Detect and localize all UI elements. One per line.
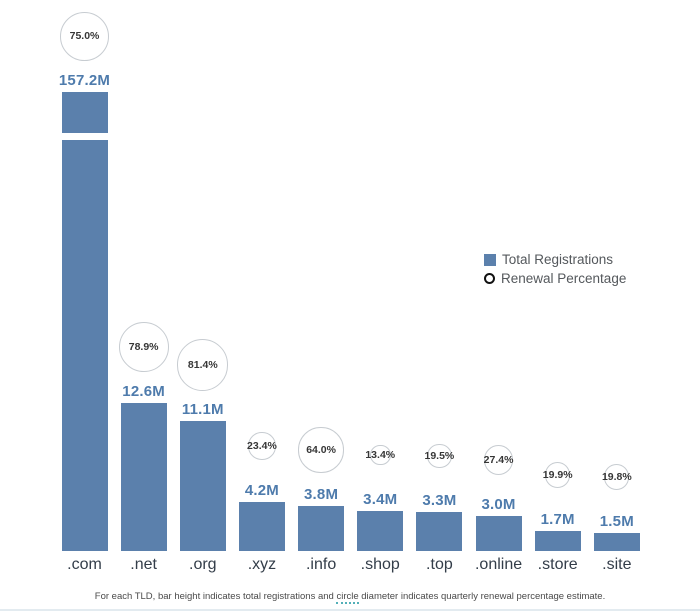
x-axis-label-top: .top xyxy=(426,556,453,573)
renewal-circle-store[interactable]: 19.9% xyxy=(542,462,573,488)
renewal-circle-top[interactable]: 19.5% xyxy=(424,443,455,469)
chart-legend: Total Registrations Renewal Percentage xyxy=(484,250,626,288)
bar-swatch-icon xyxy=(484,253,496,266)
renewal-circle-shop[interactable]: 13.4% xyxy=(365,444,395,466)
x-axis-label-info: .info xyxy=(305,556,337,573)
renewal-circle-com[interactable]: 75.0% xyxy=(60,11,109,61)
bar-xyz[interactable] xyxy=(238,502,285,551)
caption-text: diameter indicates quarterly renewal per… xyxy=(358,591,606,602)
renewal-pct-label: 23.4% xyxy=(247,439,277,452)
chart-caption: For each TLD, bar height indicates total… xyxy=(0,591,700,604)
legend-item-renewal-percentage: Renewal Percentage xyxy=(484,269,626,288)
renewal-circle-info[interactable]: 64.0% xyxy=(298,427,344,473)
x-axis-label-shop: .shop xyxy=(360,556,400,573)
bar-online[interactable] xyxy=(475,516,522,551)
renewal-pct-label: 13.4% xyxy=(365,448,396,461)
registrations-value-label: 3.8M xyxy=(304,486,339,503)
x-axis-label-org: .org xyxy=(189,556,217,573)
bar-site[interactable] xyxy=(593,533,640,551)
renewal-pct-label: 64.0% xyxy=(306,443,336,456)
bar-shop[interactable] xyxy=(357,511,404,551)
caption-text: For each TLD, bar height indicates total… xyxy=(94,591,337,602)
axis-break xyxy=(60,133,109,140)
renewal-pct-label: 78.9% xyxy=(128,340,159,353)
x-axis-label-site: .site xyxy=(602,556,632,573)
registrations-value-label: 3.0M xyxy=(481,496,516,513)
registrations-value-label: 1.7M xyxy=(540,511,575,528)
circle-swatch-icon xyxy=(484,273,495,284)
registrations-value-label: 12.6M xyxy=(122,383,165,400)
bar-net[interactable] xyxy=(120,403,167,551)
registrations-value-label: 3.4M xyxy=(363,491,398,508)
renewal-pct-label: 19.8% xyxy=(601,470,632,483)
bar-top[interactable] xyxy=(416,512,463,551)
x-axis-label-com: .com xyxy=(67,556,102,573)
registrations-value-label: 1.5M xyxy=(599,513,634,530)
bar-org[interactable] xyxy=(179,421,226,551)
x-axis-label-net: .net xyxy=(130,556,157,573)
registrations-value-label: 157.2M xyxy=(58,72,111,89)
renewal-circle-xyz[interactable]: 23.4% xyxy=(247,432,277,460)
registrations-value-label: 11.1M xyxy=(181,401,224,418)
bar-com[interactable] xyxy=(61,92,108,551)
legend-item-total-registrations: Total Registrations xyxy=(484,250,626,269)
legend-label: Renewal Percentage xyxy=(501,271,627,286)
bar-store[interactable] xyxy=(534,531,581,551)
x-axis-label-online: .online xyxy=(474,556,523,573)
renewal-pct-label: 19.5% xyxy=(424,449,455,462)
renewal-circle-org[interactable]: 81.4% xyxy=(177,339,229,391)
renewal-pct-label: 19.9% xyxy=(542,468,573,481)
x-axis-label-xyz: .xyz xyxy=(247,556,277,573)
bar-info[interactable] xyxy=(298,506,345,551)
renewal-pct-label: 27.4% xyxy=(483,453,514,466)
registrations-value-label: 4.2M xyxy=(244,482,280,499)
x-axis-label-store: .store xyxy=(537,556,578,573)
caption-underlined-word: circle xyxy=(336,591,359,604)
renewal-pct-label: 75.0% xyxy=(69,30,100,42)
renewal-circle-online[interactable]: 27.4% xyxy=(483,445,514,475)
registrations-value-label: 3.3M xyxy=(422,492,457,509)
renewal-pct-label: 81.4% xyxy=(187,358,218,371)
legend-label: Total Registrations xyxy=(502,252,614,267)
renewal-circle-site[interactable]: 19.8% xyxy=(601,464,632,490)
renewal-circle-net[interactable]: 78.9% xyxy=(118,321,169,373)
